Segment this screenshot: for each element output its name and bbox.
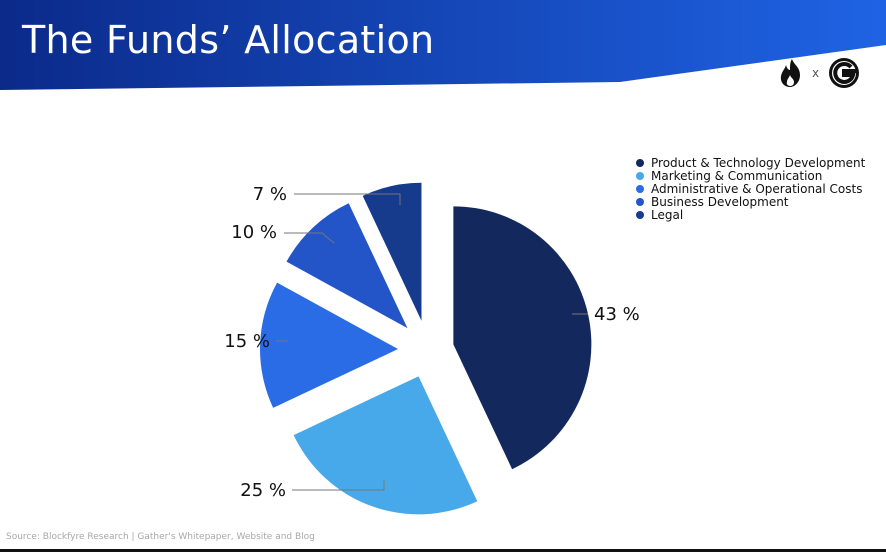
legend-label: Business Development [651, 194, 789, 209]
data-label: 10 % [231, 222, 277, 243]
legend-label: Product & Technology Development [651, 155, 866, 170]
fire-icon [780, 59, 800, 87]
legend-item: Product & Technology Development [636, 155, 866, 170]
logo-group [780, 58, 859, 88]
legend-item: Administrative & Operational Costs [636, 181, 865, 196]
legend-item: Marketing & Communication [636, 168, 865, 183]
legend-marker [636, 158, 644, 167]
logo-separator: x [812, 66, 820, 80]
legend-item: Business Development [636, 194, 865, 209]
legend-item: Legal [636, 207, 865, 222]
gather-g-icon [829, 58, 859, 88]
data-label: 43 % [594, 304, 640, 325]
bottom-border [0, 549, 886, 552]
leader-line [292, 480, 385, 491]
data-label: 7 % [253, 184, 287, 205]
legend-marker [636, 171, 644, 180]
legend-label: Administrative & Operational Costs [651, 181, 863, 196]
source-note: Source: Blockfyre Research | Gather's Wh… [6, 532, 315, 542]
pie-slice [260, 282, 399, 408]
legend-marker [636, 184, 644, 193]
legend-label: Marketing & Communication [651, 168, 823, 183]
pie-slice [293, 376, 478, 515]
leader-line [284, 232, 335, 244]
leader-line [294, 193, 401, 205]
pie-slice [453, 206, 592, 470]
chart-legend: Product & Technology Development Marketin… [636, 155, 866, 222]
header-band [0, 0, 886, 90]
pie-slice [286, 203, 408, 329]
legend-marker [636, 197, 644, 206]
legend-label: Legal [651, 207, 684, 222]
data-label: 25 % [240, 480, 286, 501]
pie-slice [362, 182, 422, 321]
data-label: 15 % [224, 331, 270, 352]
legend-marker [636, 210, 644, 219]
page-title: The Funds’ Allocation [22, 18, 435, 62]
